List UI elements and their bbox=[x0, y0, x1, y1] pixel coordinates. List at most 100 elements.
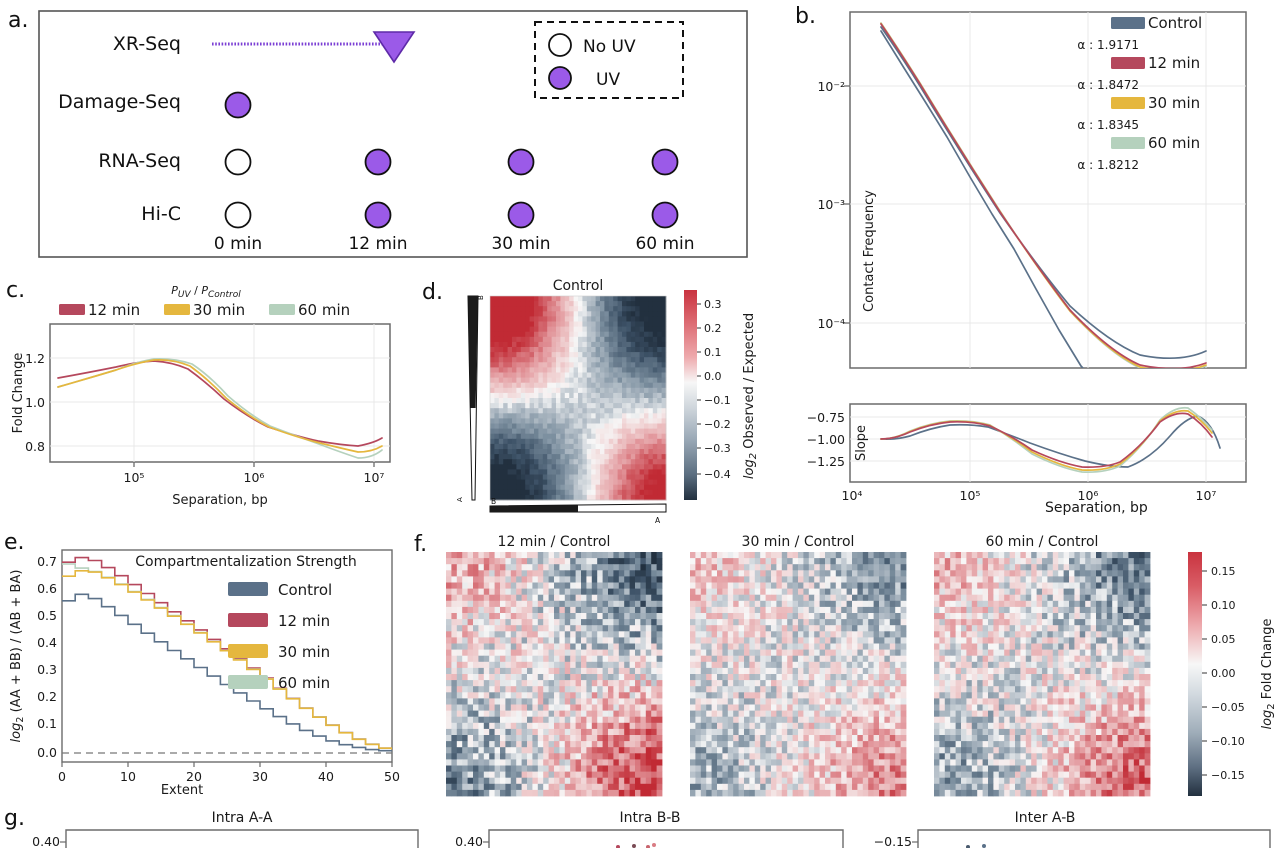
panel-b-legend-swatch-12min bbox=[1111, 57, 1145, 69]
panel-d-cbar-tick-4: −0.1 bbox=[704, 394, 731, 407]
panel-d-cbar-tick-6: −0.3 bbox=[704, 442, 731, 455]
rna-seq-uv-marker-60min bbox=[651, 148, 679, 176]
panel-f-colorbar-ticks: 0.15 0.10 0.05 0.00 −0.05 −0.10 −0.15 bbox=[1202, 565, 1245, 782]
panel-g-letter: g. bbox=[4, 806, 25, 831]
panel-b-legend-label-control: Control bbox=[1148, 14, 1202, 32]
panel-c-curves bbox=[57, 358, 383, 459]
panel-b-xlabel: Separation, bp bbox=[1045, 500, 1148, 516]
panel-b-legend-alpha-control: α : 1.9171 bbox=[1077, 38, 1139, 52]
panel-e-legend-label-12min: 12 min bbox=[278, 612, 330, 630]
panel-f-heatmap-30min bbox=[690, 552, 907, 797]
panel-b-ytick-2: 10⁻⁴ bbox=[817, 316, 845, 331]
xr-seq-arrow-icon bbox=[372, 31, 416, 64]
panel-g-ab-datapoints bbox=[966, 844, 986, 848]
panel-c-legend-label-60min: 60 min bbox=[298, 301, 350, 319]
panel-c-legend-label-12min: 12 min bbox=[88, 301, 140, 319]
panel-b-slope-12min bbox=[880, 412, 1213, 468]
panel-d-cbar-tick-7: −0.4 bbox=[704, 468, 731, 481]
panel-b-legend: Control α : 1.9171 12 min α : 1.8472 30 … bbox=[1077, 14, 1202, 172]
panel-b-ytick-0: 10⁻² bbox=[817, 79, 845, 94]
panel-e-ytick-1: 0.6 bbox=[37, 581, 57, 596]
panel-b-legend-label-12min: 12 min bbox=[1148, 54, 1200, 72]
panel-b-legend-alpha-12min: α : 1.8472 bbox=[1077, 78, 1139, 92]
panel-f-cbar-tick-4: −0.05 bbox=[1211, 701, 1245, 714]
panel-d-xlabel-right: A bbox=[655, 516, 661, 525]
panel-b-legend-swatch-60min bbox=[1111, 137, 1145, 149]
panel-b-curve-group bbox=[880, 22, 1207, 368]
panel-d-bottom-wedge-fill bbox=[490, 505, 578, 512]
panel-e-ytick-2: 0.5 bbox=[37, 608, 57, 623]
panel-g-title-2: Inter A-B bbox=[1015, 810, 1076, 826]
panel-a-row-label-damageseq: Damage-Seq bbox=[58, 91, 181, 113]
panel-e-yticks: 0.7 0.6 0.5 0.4 0.3 0.2 0.1 0.0 bbox=[37, 554, 57, 760]
panel-b-xtick-0: 10⁴ bbox=[842, 488, 863, 503]
panel-d: Control B A B A 0.3 0.2 0.1 0.0 −0. bbox=[450, 278, 800, 528]
panel-c-letter: c. bbox=[6, 278, 26, 303]
panel-g-svg: Intra A-A Intra B-B Inter A-B 0.40 0.40 … bbox=[32, 810, 1271, 848]
panel-g-axes-intra-bb bbox=[488, 829, 844, 848]
panel-e-xtick-5: 50 bbox=[384, 769, 400, 784]
panel-e-legend-swatch-30min bbox=[228, 644, 268, 658]
panel-c-svg: PUV / PControl 12 min 30 min 60 min 1.2 … bbox=[11, 284, 391, 508]
panel-b-curves bbox=[880, 30, 1085, 368]
panel-c-xtick-2: 10⁷ bbox=[364, 470, 385, 485]
panel-e-xtick-4: 40 bbox=[318, 769, 334, 784]
panel-b-slope-ylabel: Slope bbox=[854, 425, 869, 461]
damage-seq-uv-marker-0min bbox=[224, 91, 252, 119]
panel-a-row-label-rnaseq: RNA-Seq bbox=[98, 150, 181, 172]
panel-g-ytick-ab: −0.15 bbox=[874, 834, 912, 848]
panel-g-axes-intra-aa bbox=[65, 829, 419, 848]
panel-e-ytick-6: 0.1 bbox=[37, 716, 57, 731]
panel-b-curve-12min bbox=[880, 23, 1207, 368]
panel-b-legend-swatch-30min bbox=[1111, 97, 1145, 109]
panel-a: XR-Seq Damage-Seq RNA-Seq Hi-C 0 min 12 … bbox=[38, 10, 748, 258]
panel-a-timepoint-3: 60 min bbox=[635, 234, 694, 254]
panel-c-ytick-0: 1.2 bbox=[25, 351, 45, 366]
panel-g: Intra A-A Intra B-B Inter A-B 0.40 0.40 … bbox=[0, 806, 1280, 848]
rna-seq-nouv-marker-0min bbox=[224, 148, 252, 176]
panel-c-xtick-1: 10⁶ bbox=[244, 470, 265, 485]
panel-b-ytick-1: 10⁻³ bbox=[817, 197, 845, 212]
panel-f-cbar-tick-2: 0.05 bbox=[1211, 633, 1236, 646]
legend-uv-label: UV bbox=[596, 70, 620, 90]
panel-c-curve-12min bbox=[57, 360, 383, 447]
panel-d-title: Control bbox=[553, 278, 604, 294]
panel-f: 12 min / Control 30 min / Control 60 min… bbox=[446, 532, 1280, 812]
panel-d-ylabel-top: B bbox=[477, 295, 485, 300]
panel-d-cbar-tick-2: 0.1 bbox=[704, 346, 722, 359]
panel-g-ytick-bb: 0.40 bbox=[455, 834, 483, 848]
panel-f-cbar-tick-1: 0.10 bbox=[1211, 599, 1236, 612]
panel-a-timepoint-1: 12 min bbox=[348, 234, 407, 254]
panel-c-legend-swatch-12min bbox=[59, 304, 85, 315]
panel-f-heatmap-12min bbox=[446, 552, 663, 797]
panel-c-legend-label-30min: 30 min bbox=[193, 301, 245, 319]
panel-b-slope-ytick-1: −1.00 bbox=[807, 432, 845, 447]
panel-c-legend-title-text: PUV / PControl bbox=[171, 284, 241, 300]
panel-e-xtick-1: 10 bbox=[120, 769, 136, 784]
panel-b-slope-curves bbox=[880, 406, 1221, 473]
panel-b-legend-alpha-60min: α : 1.8212 bbox=[1077, 158, 1139, 172]
panel-b-slope-control bbox=[880, 415, 1221, 468]
hi-c-uv-marker-12min bbox=[364, 201, 392, 229]
panel-b-curve-control bbox=[880, 30, 1085, 368]
panel-c: PUV / PControl 12 min 30 min 60 min 1.2 … bbox=[6, 280, 406, 515]
panel-a-row-label-xrseq: XR-Seq bbox=[113, 33, 181, 55]
panel-a-letter: a. bbox=[8, 8, 29, 33]
panel-b-slope-axes bbox=[849, 403, 1247, 483]
panel-d-cbar-tick-0: 0.3 bbox=[704, 298, 722, 311]
panel-g-axes-inter-ab bbox=[917, 829, 1271, 848]
panel-e-legend-swatch-control bbox=[228, 582, 268, 596]
panel-c-ytick-1: 1.0 bbox=[25, 395, 45, 410]
panel-f-cbar-tick-5: −0.10 bbox=[1211, 735, 1245, 748]
legend-uv-icon bbox=[548, 66, 572, 90]
panel-d-heatmap-border bbox=[489, 295, 667, 501]
panel-f-letter: f. bbox=[414, 532, 428, 557]
panel-f-title-0: 12 min / Control bbox=[498, 534, 611, 550]
panel-d-cbar-tick-1: 0.2 bbox=[704, 322, 722, 335]
panel-e-ytick-7: 0.0 bbox=[37, 745, 57, 760]
panel-c-ylabel: Fold Change bbox=[11, 353, 26, 434]
hi-c-uv-marker-30min bbox=[507, 201, 535, 229]
panel-d-cbar-tick-5: −0.2 bbox=[704, 418, 731, 431]
panel-e-axes bbox=[61, 549, 393, 763]
panel-a-row-label-hic: Hi-C bbox=[141, 203, 181, 225]
